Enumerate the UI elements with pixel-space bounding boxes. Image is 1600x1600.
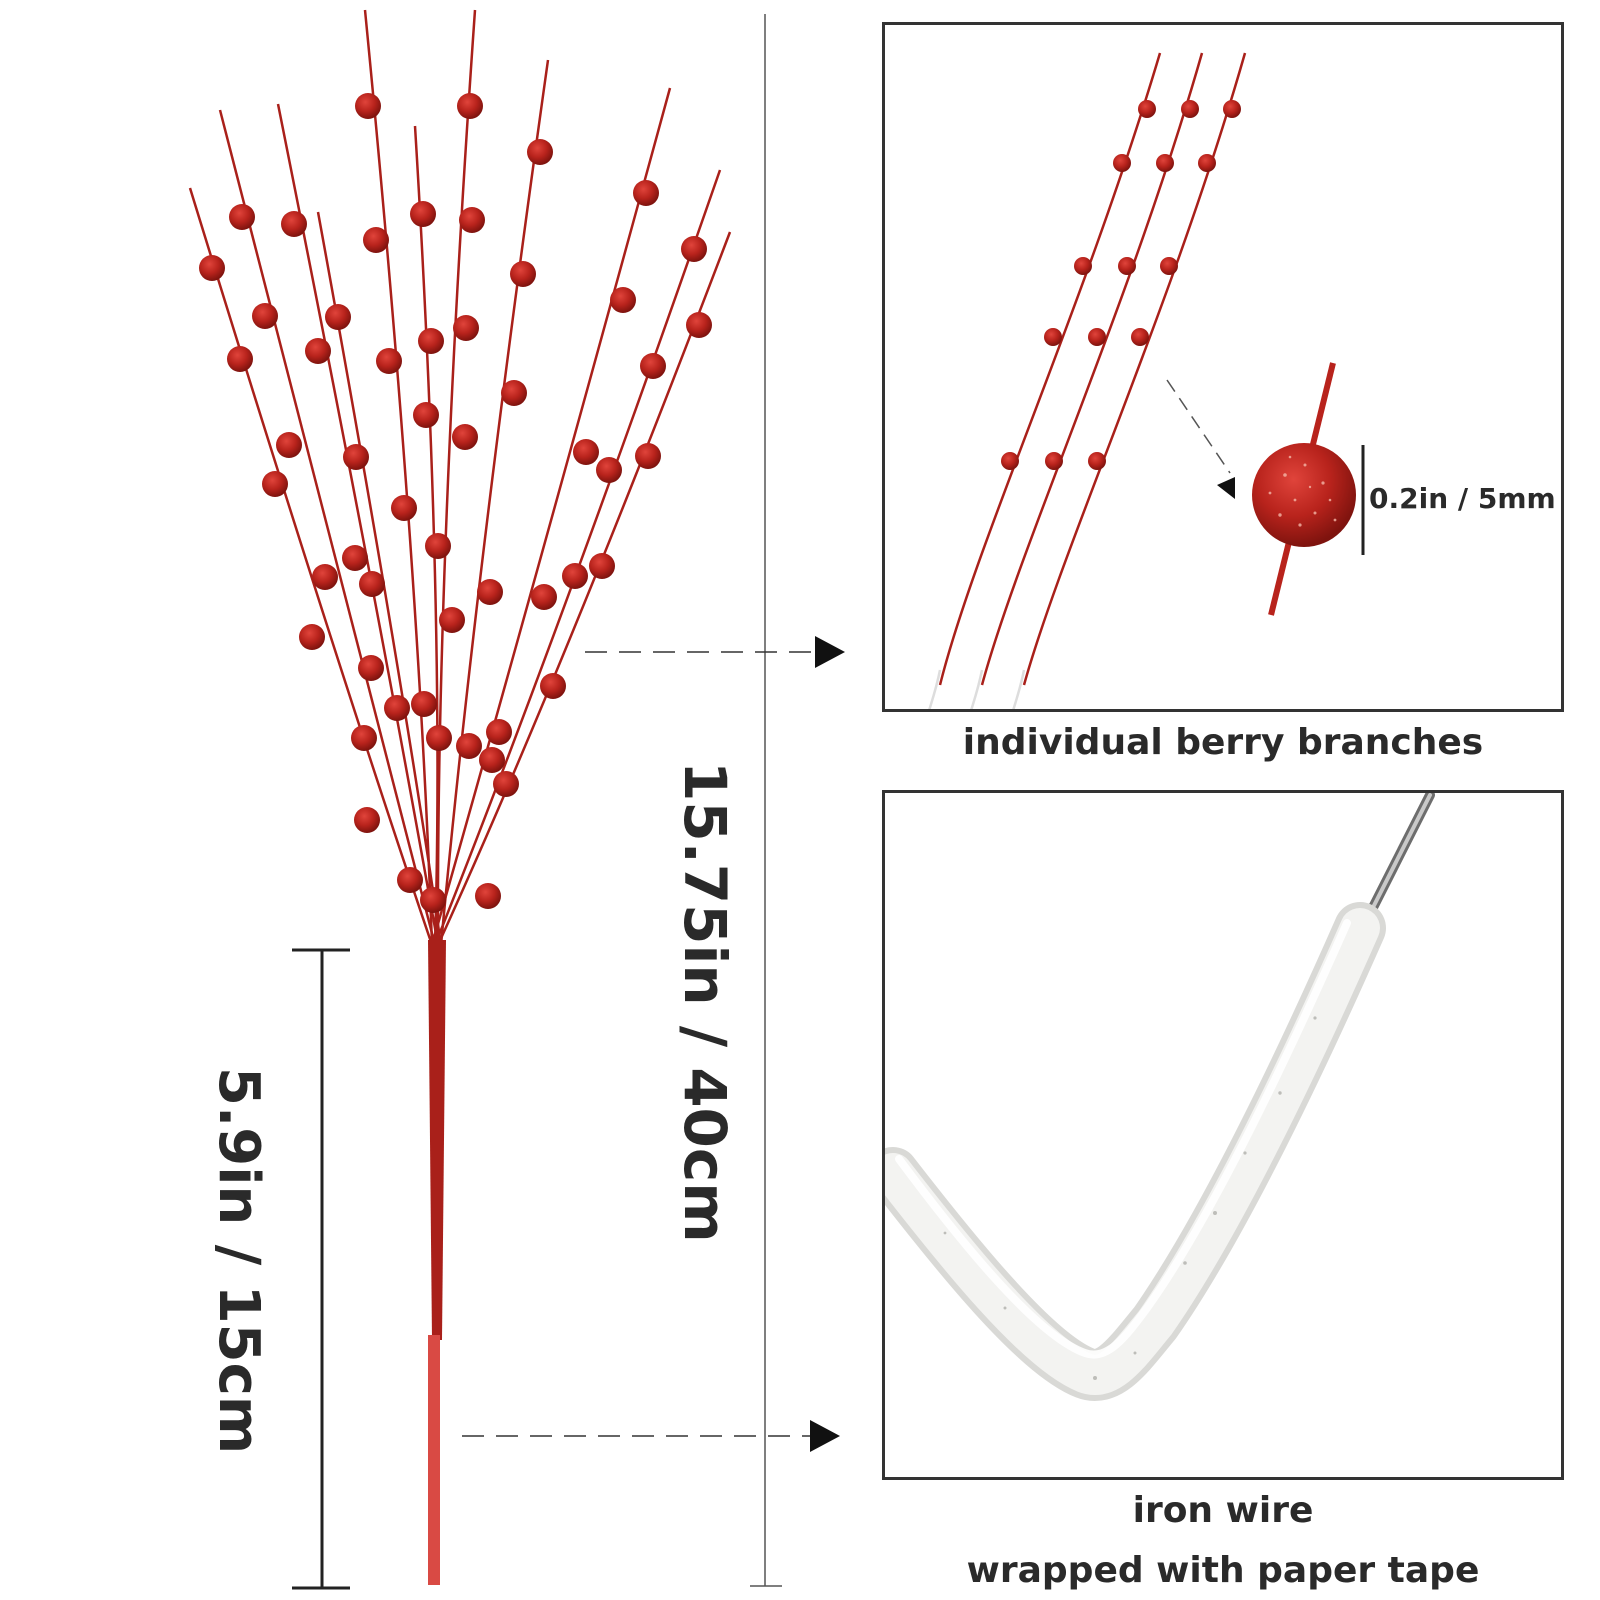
berry: [305, 338, 331, 364]
berry: [410, 201, 436, 227]
berry: [573, 439, 599, 465]
berry: [413, 402, 439, 428]
berry: [633, 180, 659, 206]
berry: [439, 607, 465, 633]
branches-pointer-arrow: [815, 636, 845, 668]
berry: [459, 207, 485, 233]
berry: [493, 771, 519, 797]
twig: [439, 59, 550, 946]
berry: [252, 303, 278, 329]
iron-wire-detail-panel: [882, 790, 1564, 1480]
berry: [510, 261, 536, 287]
berry: [501, 380, 527, 406]
twig: [436, 9, 477, 946]
berry: [351, 725, 377, 751]
berry: [477, 579, 503, 605]
berry: [456, 733, 482, 759]
berry: [276, 432, 302, 458]
berry: [411, 691, 437, 717]
berry: [527, 139, 553, 165]
berry: [640, 353, 666, 379]
berry: [418, 328, 444, 354]
berry: [397, 867, 423, 893]
berry: [486, 719, 512, 745]
berry: [342, 545, 368, 571]
berry: [227, 346, 253, 372]
berry-branches-caption: individual berry branches: [962, 722, 1484, 763]
big-berry: [1252, 443, 1356, 547]
twig: [276, 103, 440, 946]
branch-berries: [199, 93, 712, 913]
berry: [426, 725, 452, 751]
main-stem: [428, 940, 446, 1340]
berry: [325, 304, 351, 330]
berry: [681, 236, 707, 262]
twig: [218, 109, 437, 946]
berry: [262, 471, 288, 497]
berry: [562, 563, 588, 589]
berry: [363, 227, 389, 253]
berry: [589, 553, 615, 579]
berry: [635, 443, 661, 469]
stem-length-label: 5.9in / 15cm: [206, 1067, 271, 1455]
berry: [343, 444, 369, 470]
berry: [540, 673, 566, 699]
berry: [312, 564, 338, 590]
paper-tape-caption: wrapped with paper tape: [966, 1550, 1480, 1591]
berry: [354, 807, 380, 833]
berry-branches-detail-panel: 0.2in / 5mm: [882, 22, 1564, 712]
berry: [358, 655, 384, 681]
berry: [425, 533, 451, 559]
berry: [391, 495, 417, 521]
berry: [281, 211, 307, 237]
total-height-label: 15.75in / 40cm: [671, 761, 739, 1243]
berry: [376, 348, 402, 374]
berry: [479, 747, 505, 773]
berry: [229, 204, 255, 230]
berry: [420, 887, 446, 913]
twig: [436, 231, 732, 946]
berry: [452, 424, 478, 450]
berry: [596, 457, 622, 483]
berry: [531, 584, 557, 610]
stem-tape-end: [428, 1335, 440, 1585]
berry: [686, 312, 712, 338]
berry-branches-closeup: [928, 52, 1365, 709]
twig: [433, 169, 722, 946]
iron-wire-caption: iron wire: [1132, 1490, 1314, 1531]
berry: [610, 287, 636, 313]
berry: [299, 624, 325, 650]
berry: [355, 93, 381, 119]
twig: [430, 87, 672, 946]
wire-pointer-arrow: [810, 1420, 840, 1452]
berry: [457, 93, 483, 119]
berry: [199, 255, 225, 281]
berry: [384, 695, 410, 721]
berry: [475, 883, 501, 909]
berry: [359, 571, 385, 597]
iron-wire-closeup: [885, 793, 1435, 1401]
berry: [453, 315, 479, 341]
berry-size-label: 0.2in / 5mm: [1369, 482, 1556, 515]
twig: [188, 187, 434, 946]
